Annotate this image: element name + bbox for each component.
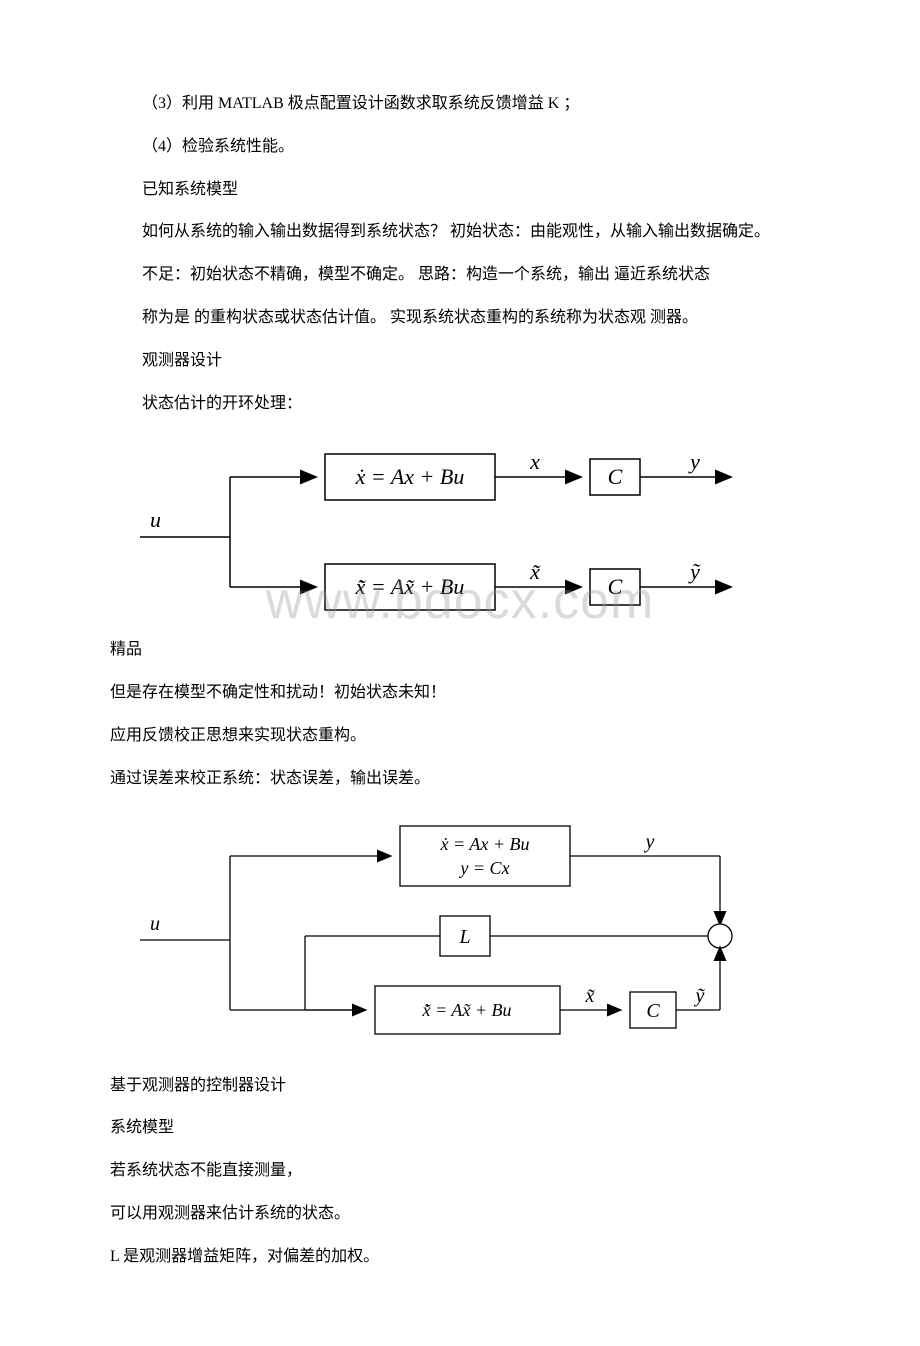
svg-text:x: x (529, 449, 540, 474)
svg-text:ẋ = Ax + Bu: ẋ = Ax + Bu (440, 834, 530, 854)
paragraph-sys-model: 系统模型 (110, 1114, 810, 1143)
diagram-observer: u ẋ = Ax + Bu y = Cx y L x̃̇ = Ax̃ + Bu … (110, 808, 810, 1058)
paragraph-reconstruct: 称为是 的重构状态或状态估计值。 实现系统状态重构的系统称为状态观 测器。 (110, 304, 810, 333)
paragraph-cannot-measure: 若系统状态不能直接测量， (110, 1157, 810, 1186)
paragraph-insufficient: 不足：初始状态不精确，模型不确定。 思路：构造一个系统，输出 逼近系统状态 (110, 261, 810, 290)
paragraph-observer-design: 观测器设计 (110, 347, 810, 376)
diagram-openloop: u ẋ = Ax + Bu x C y x̃̇ = Ax̃ + Bu x̃ C … (110, 432, 810, 622)
paragraph-controller-design: 基于观测器的控制器设计 (110, 1072, 810, 1101)
svg-text:ỹ: ỹ (694, 985, 706, 1007)
paragraph-openloop: 状态估计的开环处理： (110, 390, 810, 419)
svg-text:x̃̇ = Ax̃ + Bu: x̃̇ = Ax̃ + Bu (422, 1000, 512, 1020)
paragraph-how-state: 如何从系统的输入输出数据得到系统状态？ 初始状态：由能观性，从输入输出数据确定。 (110, 218, 810, 247)
svg-text:y = Cx: y = Cx (458, 858, 509, 878)
paragraph-feedback-correct: 应用反馈校正思想来实现状态重构。 (110, 722, 810, 751)
svg-text:u: u (150, 507, 161, 532)
paragraph-but-uncertain: 但是存在模型不确定性和扰动！初始状态未知！ (110, 679, 810, 708)
svg-text:y: y (688, 449, 700, 474)
svg-text:ỹ: ỹ (688, 559, 701, 584)
svg-text:ẋ = Ax + Bu: ẋ = Ax + Bu (355, 464, 465, 489)
svg-text:x̃: x̃ (529, 559, 540, 584)
paragraph-4: （4）检验系统性能。 (110, 133, 810, 162)
paragraph-use-observer: 可以用观测器来估计系统的状态。 (110, 1200, 810, 1229)
svg-text:L: L (458, 926, 470, 948)
paragraph-jingpin: 精品 (110, 636, 810, 665)
svg-text:x̃̇ = Ax̃ + Bu: x̃̇ = Ax̃ + Bu (355, 574, 465, 599)
svg-text:u: u (150, 913, 160, 935)
svg-text:C: C (608, 464, 623, 489)
paragraph-known-model: 已知系统模型 (110, 176, 810, 205)
svg-text:y: y (644, 831, 655, 853)
paragraph-L-gain: L 是观测器增益矩阵，对偏差的加权。 (110, 1243, 810, 1272)
svg-text:C: C (646, 1000, 660, 1022)
svg-text:C: C (608, 574, 623, 599)
paragraph-error-correct: 通过误差来校正系统：状态误差，输出误差。 (110, 765, 810, 794)
paragraph-3: （3）利用 MATLAB 极点配置设计函数求取系统反馈增益 K ； (110, 90, 810, 119)
svg-text:x̃: x̃ (585, 985, 595, 1007)
